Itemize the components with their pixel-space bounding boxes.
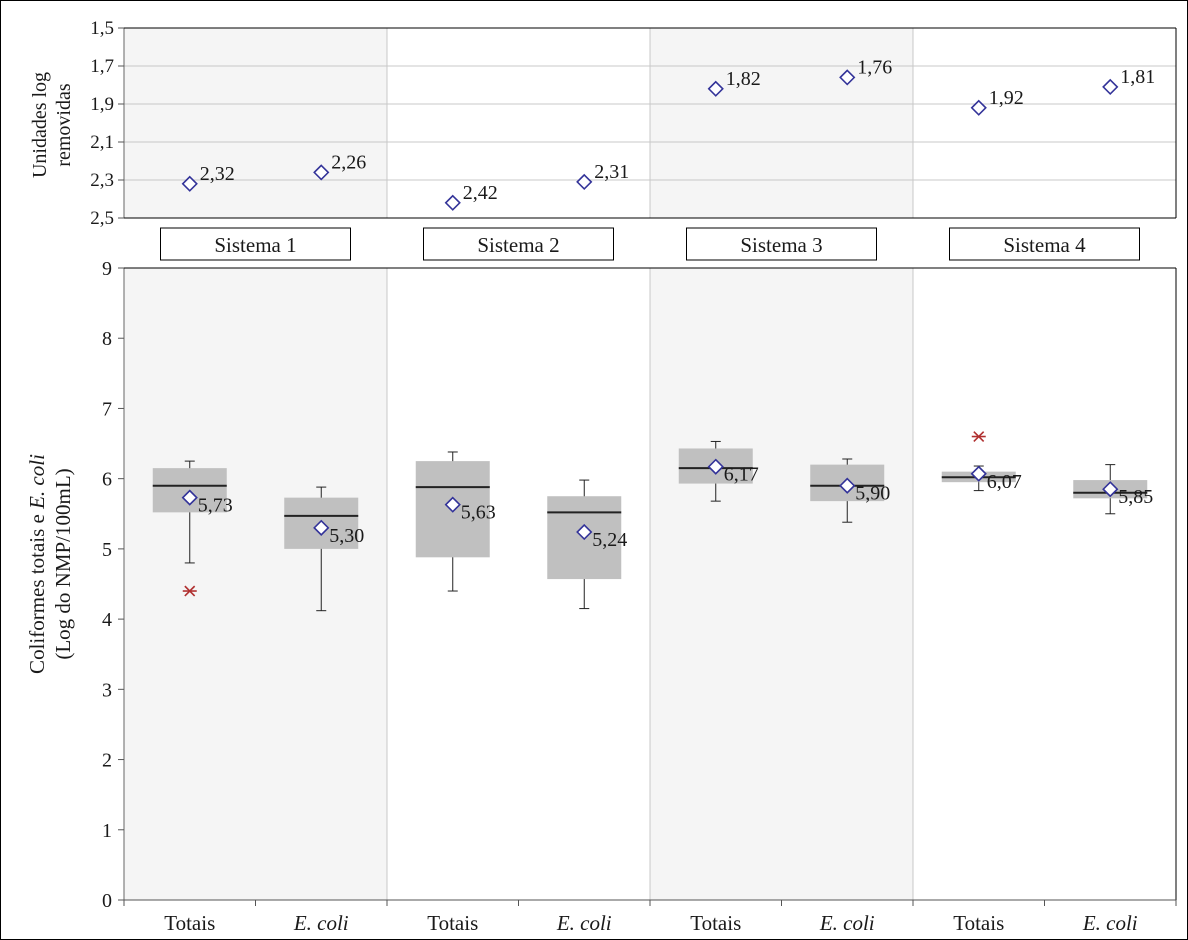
removal-value-label: 2,32	[200, 163, 235, 185]
top-panel-shade-3	[650, 28, 913, 218]
mean-value-label: 5,30	[329, 525, 364, 547]
bottom-y-axis-title-line1: Coliformes totais e E. coli	[25, 454, 49, 674]
mean-marker	[839, 477, 856, 494]
top-tick-label: 2,3	[90, 170, 114, 191]
x-category-label: E. coli	[819, 911, 875, 935]
bottom-panel-shade-3	[650, 268, 913, 900]
bottom-y-axis-title-part: E. coli	[25, 454, 49, 510]
top-tick-label: 2,5	[90, 208, 114, 229]
removal-point	[181, 175, 198, 192]
outlier-marker	[971, 431, 986, 442]
removal-point	[707, 80, 724, 97]
removal-value-label: 1,76	[857, 56, 892, 78]
bottom-tick-label: 5	[102, 539, 112, 561]
top-tick-label: 2,1	[90, 132, 114, 153]
removal-point	[313, 164, 330, 181]
mean-marker	[707, 458, 724, 475]
mean-marker	[1102, 481, 1119, 498]
bottom-tick-label: 9	[102, 258, 112, 280]
x-category-label: Totais	[164, 911, 215, 935]
bottom-tick-label: 6	[102, 469, 112, 491]
mean-value-label: 5,90	[855, 483, 890, 505]
system-label-box	[686, 227, 877, 261]
mean-value-label: 5,85	[1118, 486, 1153, 508]
data-marks	[181, 69, 1119, 597]
removal-value-label: 2,26	[331, 151, 366, 173]
labels: Totais E. coli Totais E. coli Totais E. coli T…	[25, 56, 1155, 935]
mean-value-label: 6,17	[724, 464, 759, 486]
axes: 1,5 1,7 1,9 2,1 2,3 2,5 0 1 2 3 4 5 6 7 8 9	[90, 18, 1177, 912]
removal-value-label: 1,81	[1120, 66, 1155, 88]
mean-marker	[576, 523, 593, 541]
bottom-tick-label: 4	[102, 609, 112, 631]
mean-value-label: 5,73	[198, 495, 233, 517]
mean-marker	[444, 496, 461, 513]
removal-value-label: 1,92	[989, 87, 1024, 109]
x-category-label: Totais	[690, 911, 741, 935]
removal-value-label: 1,82	[726, 68, 761, 90]
top-tick-label: 1,5	[90, 18, 114, 39]
system-label-box	[949, 227, 1140, 261]
system-label: Sistema 1	[214, 233, 296, 257]
bottom-tick-label: 1	[102, 820, 112, 842]
removal-point	[839, 69, 856, 86]
bottom-panel-shade-1	[124, 268, 387, 900]
bottom-tick-label: 2	[102, 750, 112, 772]
system-label: Sistema 3	[740, 233, 822, 257]
bottom-tick-label: 3	[102, 679, 112, 701]
x-category-label: E. coli	[1082, 911, 1138, 935]
x-category-label: E. coli	[556, 911, 612, 935]
removal-point	[970, 99, 987, 116]
removal-value-label: 2,31	[594, 161, 629, 183]
removal-value-label: 2,42	[463, 182, 498, 204]
top-tick-label: 1,7	[90, 56, 114, 77]
mean-value-label: 6,07	[987, 471, 1022, 493]
bottom-tick-label: 0	[102, 890, 112, 912]
system-label-box	[160, 227, 351, 261]
x-category-label: E. coli	[293, 911, 349, 935]
x-category-label: Totais	[953, 911, 1004, 935]
outlier-stroke	[973, 431, 985, 442]
mean-value-label: 5,63	[461, 502, 496, 524]
mean-marker	[313, 519, 330, 536]
top-tick-label: 1,9	[90, 94, 114, 115]
system-label-box	[423, 227, 614, 261]
outlier-marker	[182, 585, 197, 597]
top-panel-shade-1	[124, 28, 387, 218]
gridlines	[124, 27, 1176, 900]
x-category-label: Totais	[427, 911, 478, 935]
bottom-tick-label: 8	[102, 328, 112, 350]
bottom-y-axis-title-line2: (Log do NMP/100mL)	[51, 468, 75, 659]
bottom-tick-label: 7	[102, 398, 112, 420]
mean-marker	[970, 465, 987, 482]
removal-point	[444, 194, 461, 211]
system-label: Sistema 2	[477, 233, 559, 257]
removal-point	[576, 173, 593, 191]
panel-backgrounds	[124, 28, 913, 900]
top-y-axis-title: Unidades log	[29, 72, 51, 178]
outlier-stroke	[184, 585, 196, 597]
removal-point	[1102, 78, 1119, 96]
mean-value-label: 5,24	[592, 529, 627, 551]
mean-marker	[181, 489, 198, 506]
bottom-y-axis-title-part: Coliformes totais e	[25, 509, 49, 674]
system-label: Sistema 4	[1003, 233, 1086, 257]
top-y-axis-title: removidas	[53, 83, 75, 167]
